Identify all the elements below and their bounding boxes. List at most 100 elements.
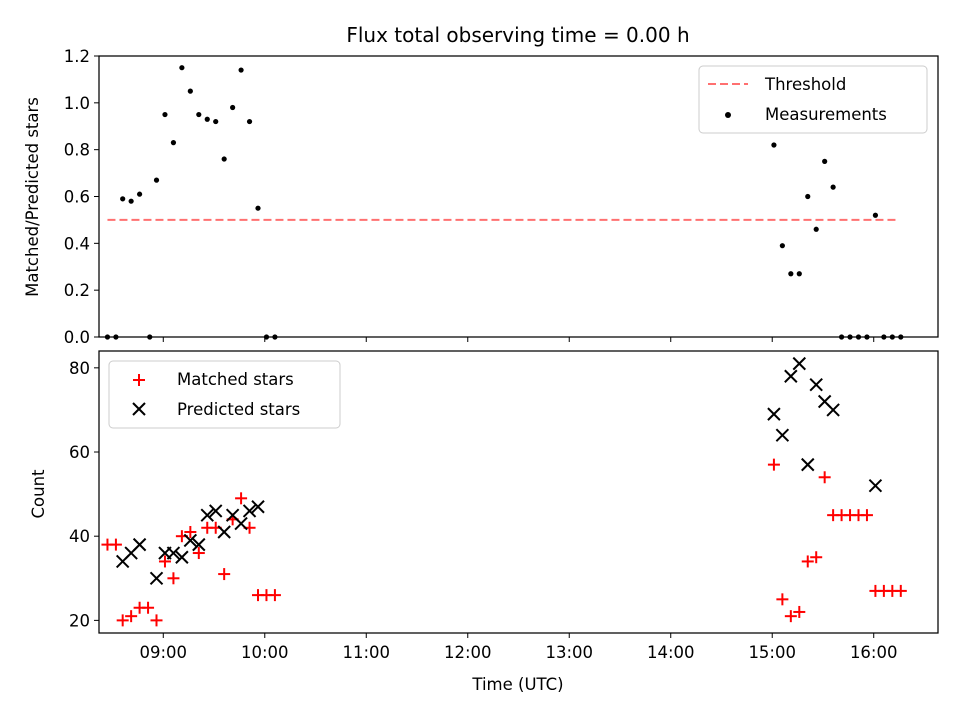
matched-star-point — [158, 555, 171, 568]
matched-star-point — [793, 605, 806, 618]
predicted-star-point — [234, 516, 248, 531]
count-panel: Count Time (UTC) 20 40 60 80 09:00 10:00 11:0… — [29, 350, 939, 694]
matched-star-point — [860, 509, 873, 522]
y-tick-label: 0.0 — [64, 328, 90, 347]
x-tick-label: 10:00 — [241, 643, 289, 662]
x-tick-label: 16:00 — [850, 643, 898, 662]
measurement-point — [872, 212, 879, 218]
predicted-star-point — [775, 428, 790, 442]
x-tick-label: 11:00 — [342, 643, 390, 662]
y-tick-label: 0.2 — [64, 281, 90, 300]
measurement-point — [889, 334, 895, 340]
predicted-star-point — [192, 537, 206, 552]
ratio-y-ticks: 0.0 0.2 0.4 0.6 0.8 1.0 1.2 — [64, 47, 99, 347]
matched-star-point — [109, 538, 122, 551]
y-tick-label: 80 — [69, 359, 90, 378]
y-tick-label: 0.4 — [64, 234, 90, 253]
legend-measurements-swatch — [725, 112, 731, 118]
measurement-point — [136, 191, 143, 197]
ratio-y-axis-label: Matched/Predicted stars — [23, 97, 42, 297]
measurement-point — [104, 334, 111, 340]
measurement-point — [855, 334, 862, 340]
legend-threshold-label: Threshold — [764, 75, 846, 94]
predicted-star-point — [209, 504, 223, 518]
y-tick-label: 60 — [69, 443, 90, 462]
predicted-star-point — [784, 369, 798, 383]
measurement-point — [813, 226, 819, 232]
measurement-point — [230, 104, 236, 111]
y-tick-label: 0.6 — [64, 188, 90, 207]
measurement-point — [881, 334, 887, 340]
matched-star-point — [818, 471, 831, 484]
count-legend: Matched stars Predicted stars — [108, 360, 341, 429]
count-y-ticks: 20 40 60 80 — [69, 359, 99, 630]
measurement-point — [830, 184, 836, 190]
ratio-panel: Matched/Predicted stars 0.0 0.2 0.4 0.6 0.8 1… — [23, 47, 939, 347]
measurement-point — [179, 65, 185, 71]
matched-star-point — [184, 525, 197, 538]
measurement-point — [213, 118, 219, 125]
matched-star-point — [116, 614, 129, 627]
matched-star-point — [125, 610, 138, 623]
measurement-point — [788, 271, 794, 277]
count-y-axis-label: Count — [29, 469, 48, 519]
measurement-point — [796, 271, 802, 277]
measurement-point — [128, 198, 134, 204]
legend-measurements-label: Measurements — [765, 105, 887, 124]
matched-star-point — [810, 551, 823, 564]
count-x-ticks: 09:00 10:00 11:00 12:00 13:00 14:00 15:00 16:00 — [139, 633, 898, 662]
count-legend-box — [108, 360, 341, 429]
predicted-star-point — [809, 377, 823, 392]
measurement-point — [864, 334, 870, 340]
predicted-star-point — [801, 457, 815, 472]
predicted-star-point — [767, 407, 781, 421]
x-tick-label: 13:00 — [545, 643, 593, 662]
predicted-star-point — [792, 356, 807, 371]
measurement-point — [272, 334, 278, 340]
measurement-point — [779, 243, 785, 249]
x-axis-label: Time (UTC) — [471, 675, 563, 694]
ratio-legend-box — [698, 65, 928, 134]
x-tick-label: 12:00 — [444, 643, 492, 662]
measurement-point — [153, 177, 160, 183]
y-tick-label: 40 — [69, 527, 90, 546]
matched-star-point — [218, 568, 231, 581]
matched-star-point — [801, 555, 814, 568]
matched-star-point — [167, 572, 180, 585]
ratio-legend: Threshold Measurements — [698, 65, 928, 134]
matched-star-point — [268, 589, 281, 602]
matched-star-point — [784, 610, 797, 623]
predicted-star-point — [132, 537, 147, 552]
measurement-point — [246, 118, 253, 125]
predicted-star-point — [149, 571, 164, 585]
measurement-point — [221, 156, 227, 162]
predicted-star-point — [251, 500, 265, 514]
x-tick-label: 09:00 — [139, 643, 187, 662]
y-tick-label: 0.8 — [64, 141, 90, 160]
x-tick-label: 14:00 — [647, 643, 695, 662]
matched-star-point — [776, 593, 789, 606]
predicted-star-point — [183, 533, 198, 548]
legend-matched-swatch — [133, 374, 145, 386]
measurement-point — [204, 116, 210, 122]
y-tick-label: 20 — [69, 611, 90, 630]
legend-predicted-swatch — [132, 402, 146, 416]
x-tick-label: 15:00 — [748, 643, 796, 662]
measurement-point — [822, 158, 828, 164]
ratio-x-ticks — [162, 337, 875, 342]
predicted-star-point — [175, 550, 189, 564]
measurement-point — [898, 334, 904, 340]
measurement-point — [805, 193, 811, 200]
measurement-point — [847, 334, 853, 340]
matched-star-point — [894, 584, 907, 597]
matched-star-point — [235, 492, 248, 505]
matched-star-point — [192, 547, 205, 560]
counts-layer — [101, 356, 907, 627]
count-plot-frame — [98, 350, 939, 634]
measurement-point — [162, 111, 168, 118]
matched-star-point — [767, 458, 780, 471]
measurement-point — [170, 140, 177, 146]
matched-star-point — [150, 614, 163, 627]
matched-star-point — [142, 601, 155, 614]
